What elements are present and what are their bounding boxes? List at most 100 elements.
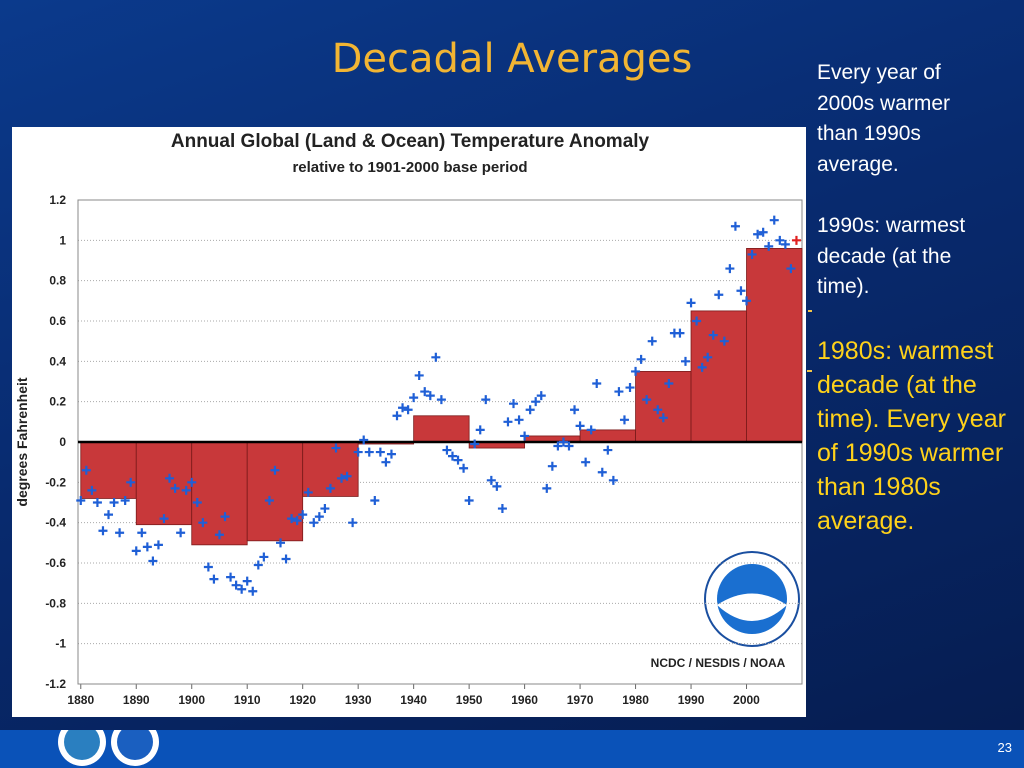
annual-point: [381, 457, 391, 467]
annual-point: [520, 431, 530, 441]
annual-point: [92, 498, 102, 507]
annual-point: [703, 352, 713, 362]
annual-point: [536, 391, 546, 401]
annual-point: [298, 510, 308, 520]
annual-point: [142, 542, 152, 552]
annual-point: [692, 316, 702, 326]
annual-point: [287, 514, 297, 524]
y-tick-label: -0.2: [45, 475, 66, 489]
annual-point: [153, 540, 163, 550]
annual-point: [769, 215, 779, 225]
logo: [117, 724, 153, 760]
chart: Annual Global (Land & Ocean) Temperature…: [12, 127, 806, 717]
decade-bar: [135, 441, 193, 526]
annual-point: [647, 336, 657, 346]
decade-bar: [246, 441, 304, 542]
annual-point: [231, 580, 241, 590]
annual-point: [564, 441, 574, 451]
x-tick-label: 1990: [678, 693, 705, 707]
note: 1990s: warmest decade (at the time).: [817, 214, 966, 298]
annual-point: [758, 227, 768, 237]
x-tick-label: 1910: [234, 693, 261, 707]
annual-point: [148, 556, 158, 566]
annual-point: [575, 421, 585, 431]
x-tick-label: 2000: [733, 693, 760, 707]
annual-point: [570, 405, 580, 415]
annual-point: [76, 495, 86, 505]
x-tick-label: 1900: [178, 693, 205, 707]
annual-point: [531, 397, 541, 407]
annual-point: [581, 457, 591, 467]
decade-bar: [191, 441, 248, 546]
annual-point: [159, 514, 169, 524]
decade-bar: [635, 371, 692, 443]
y-axis-label: degrees Fahrenheit: [14, 377, 30, 506]
annual-point: [253, 560, 263, 570]
annual-point: [303, 487, 313, 497]
annual-point: [730, 221, 740, 231]
annual-point: [592, 379, 602, 389]
annual-point: [342, 471, 352, 481]
y-tick-label: 1: [59, 233, 66, 247]
annual-point: [126, 477, 136, 487]
annual-point: [104, 510, 114, 520]
annual-point: [281, 554, 291, 564]
annual-point: [420, 387, 430, 397]
annual-point: [764, 241, 774, 251]
annual-point: [109, 498, 119, 507]
annual-point: [248, 586, 258, 596]
annual-point: [242, 576, 252, 586]
note-highlight: 1980s: warmest decade (at the time). Eve…: [817, 337, 1006, 535]
note: Every year of 2000s warmer than 1990s av…: [817, 61, 951, 176]
annual-point: [403, 405, 413, 415]
annual-point: [226, 572, 236, 582]
annual-point: [275, 538, 285, 548]
y-tick-label: -1.2: [45, 677, 66, 691]
annual-point: [653, 405, 663, 415]
annual-point: [481, 395, 491, 405]
annual-point: [359, 435, 369, 445]
annual-point: [475, 425, 485, 435]
annual-point: [664, 379, 674, 389]
annual-point: [364, 447, 374, 457]
annual-point: [137, 528, 147, 538]
page-number: 23: [997, 740, 1012, 755]
annual-point: [337, 473, 347, 483]
slide-title: Decadal Averages: [331, 36, 693, 82]
annual-point: [81, 465, 91, 475]
chart-subtitle: relative to 1901-2000 base period: [292, 159, 527, 176]
annual-point: [425, 391, 435, 401]
annual-point: [453, 455, 463, 465]
y-tick-label: -0.8: [45, 596, 66, 610]
annual-point: [497, 504, 507, 514]
annual-point: [525, 405, 535, 415]
annual-point: [708, 330, 718, 340]
footer-logos: [58, 718, 159, 766]
annual-point: [353, 447, 363, 457]
annual-point: [736, 286, 746, 296]
annual-point: [131, 546, 141, 556]
x-tick-label: 1880: [67, 693, 94, 707]
x-tick-label: 1960: [511, 693, 538, 707]
annual-point: [642, 395, 652, 405]
annual-point: [509, 399, 519, 409]
annual-point: [203, 562, 213, 572]
decade-bar: [690, 310, 747, 443]
annual-point: [786, 264, 796, 274]
y-tick-label: 0.8: [49, 274, 66, 288]
x-tick-label: 1950: [456, 693, 483, 707]
y-tick-label: -0.4: [45, 516, 66, 530]
logo: [64, 724, 100, 760]
y-tick-label: 1.2: [49, 193, 66, 207]
annual-point: [492, 481, 502, 491]
chart-title: Annual Global (Land & Ocean) Temperature…: [171, 131, 650, 152]
x-tick-label: 1930: [345, 693, 372, 707]
annual-point: [214, 530, 224, 540]
annual-point: [309, 518, 319, 528]
annual-point: [414, 370, 424, 380]
y-tick-label: 0.4: [49, 354, 66, 368]
annual-point: [375, 447, 385, 457]
annual-point: [192, 498, 202, 507]
y-tick-label: -0.6: [45, 556, 66, 570]
x-tick-label: 1970: [567, 693, 594, 707]
